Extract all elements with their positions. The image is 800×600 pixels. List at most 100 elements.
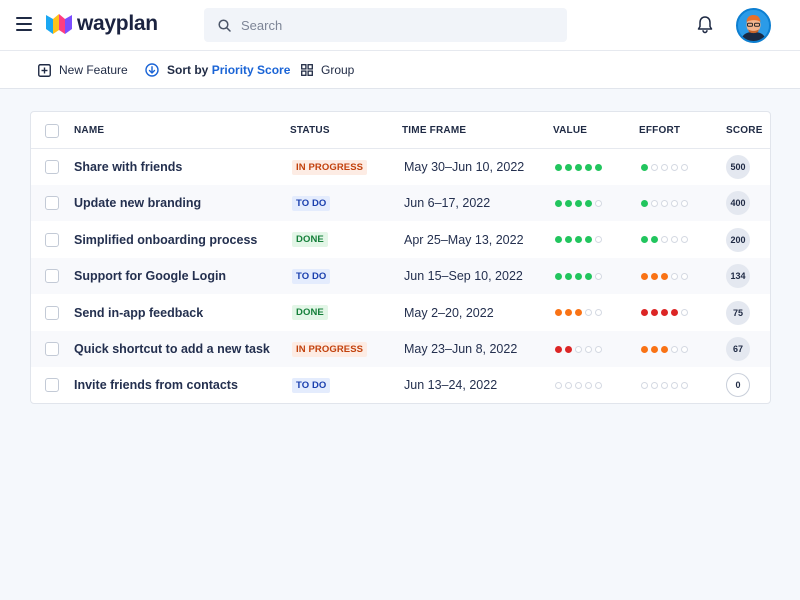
table-row[interactable]: Support for Google Login TO DO Jun 15–Sep … (31, 258, 770, 295)
row-checkbox[interactable] (45, 160, 59, 174)
menu-icon[interactable] (16, 17, 32, 31)
effort-dot (661, 381, 668, 389)
value-rating (555, 309, 602, 317)
value-dot (575, 381, 582, 389)
row-checkbox[interactable] (45, 269, 59, 284)
timeframe-cell: Apr 25–May 13, 2022 (404, 222, 524, 258)
column-header-effort[interactable]: EFFORT (639, 125, 681, 136)
value-dot (565, 381, 572, 389)
column-header-timeframe[interactable]: TIME FRAME (402, 125, 467, 136)
feature-name[interactable]: Invite friends from contacts (74, 378, 238, 393)
row-checkbox-cell (45, 258, 59, 294)
select-all-checkbox[interactable] (45, 123, 59, 138)
effort-rating (641, 199, 688, 207)
value-dot (595, 236, 602, 244)
effort-dot (651, 272, 658, 280)
name-cell: Share with friends (74, 149, 182, 185)
effort-dot (641, 199, 648, 207)
value-dot (555, 345, 562, 353)
table-row[interactable]: Invite friends from contacts TO DO Jun 13–… (31, 367, 770, 403)
status-badge: IN PROGRESS (292, 159, 368, 175)
feature-name[interactable]: Send in-app feedback (74, 305, 204, 320)
sort-prefix: Sort by (167, 63, 209, 77)
feature-name[interactable]: Quick shortcut to add a new task (74, 342, 270, 356)
effort-dot (681, 272, 688, 280)
group-button[interactable]: Group (301, 51, 354, 89)
score-badge: 200 (726, 227, 750, 252)
effort-dot (681, 199, 688, 207)
column-header-score[interactable]: SCORE (726, 125, 763, 136)
time-frame: Jun 6–17, 2022 (404, 196, 491, 211)
row-checkbox[interactable] (45, 196, 59, 211)
effort-dot (671, 163, 678, 171)
value-cell (555, 185, 602, 221)
name-cell: Send in-app feedback (74, 295, 203, 331)
value-dot (575, 345, 582, 353)
table-row[interactable]: Update new branding TO DO Jun 6–17, 2022 40… (31, 185, 770, 222)
table-row[interactable]: Simplified onboarding process DONE Apr 25–… (31, 222, 770, 258)
effort-rating (641, 236, 688, 244)
effort-cell (641, 258, 688, 294)
value-dot (575, 272, 582, 280)
column-header-name[interactable]: NAME (74, 125, 105, 136)
value-dot (595, 309, 602, 317)
score-badge: 500 (726, 155, 750, 179)
timeframe-cell: Jun 15–Sep 10, 2022 (404, 258, 523, 294)
table-row[interactable]: Share with friends IN PROGRESS May 30–Jun … (31, 149, 770, 185)
value-dot (575, 236, 582, 244)
feature-name[interactable]: Share with friends (74, 160, 183, 174)
table-row[interactable]: Send in-app feedback DONE May 2–20, 2022 75 (31, 295, 770, 331)
value-rating (555, 236, 602, 244)
effort-dot (651, 199, 658, 207)
row-checkbox[interactable] (45, 378, 59, 393)
effort-dot (681, 163, 688, 171)
row-checkbox[interactable] (45, 232, 59, 247)
row-checkbox-cell (45, 222, 59, 258)
notifications-bell-icon[interactable] (696, 15, 714, 39)
table-row[interactable]: Quick shortcut to add a new task IN PROGR… (31, 331, 770, 367)
effort-cell (641, 295, 688, 331)
effort-dot (651, 345, 658, 353)
score-cell: 67 (726, 331, 750, 367)
value-dot (555, 272, 562, 280)
effort-dot (661, 345, 668, 353)
status-badge: DONE (292, 232, 328, 248)
value-rating (555, 381, 602, 389)
feature-name[interactable]: Update new branding (74, 196, 202, 211)
column-header-status[interactable]: STATUS (290, 125, 330, 136)
value-dot (595, 272, 602, 280)
status-cell: TO DO (292, 185, 331, 221)
status-cell: IN PROGRESS (292, 149, 368, 185)
effort-dot (651, 236, 658, 244)
toolbar: New Feature Sort by Priority Score Group (0, 51, 800, 89)
search-icon (218, 18, 231, 32)
value-cell (555, 295, 602, 331)
effort-cell (641, 367, 688, 403)
user-avatar[interactable] (736, 8, 771, 43)
sort-down-icon (145, 63, 159, 77)
effort-cell (641, 185, 688, 221)
sort-button[interactable]: Sort by Priority Score (145, 51, 290, 89)
row-checkbox[interactable] (45, 305, 59, 320)
effort-dot (671, 272, 678, 280)
features-table: NAME STATUS TIME FRAME VALUE EFFORT SCOR… (30, 111, 771, 404)
score-badge: 134 (726, 264, 750, 289)
search-box[interactable] (204, 8, 567, 42)
column-header-value[interactable]: VALUE (553, 125, 588, 136)
new-feature-button[interactable]: New Feature (38, 51, 128, 89)
effort-dot (671, 199, 678, 207)
effort-rating (641, 272, 688, 280)
timeframe-cell: May 2–20, 2022 (404, 295, 494, 331)
status-cell: IN PROGRESS (292, 331, 368, 367)
value-dot (595, 345, 602, 353)
logo[interactable]: wayplan (46, 12, 158, 36)
search-input[interactable] (241, 17, 541, 33)
feature-name[interactable]: Support for Google Login (74, 269, 227, 284)
name-cell: Quick shortcut to add a new task (74, 331, 270, 367)
timeframe-cell: Jun 13–24, 2022 (404, 367, 497, 403)
row-checkbox[interactable] (45, 342, 59, 356)
effort-dot (671, 381, 678, 389)
value-dot (585, 272, 592, 280)
feature-name[interactable]: Simplified onboarding process (74, 232, 258, 247)
value-dot (565, 345, 572, 353)
